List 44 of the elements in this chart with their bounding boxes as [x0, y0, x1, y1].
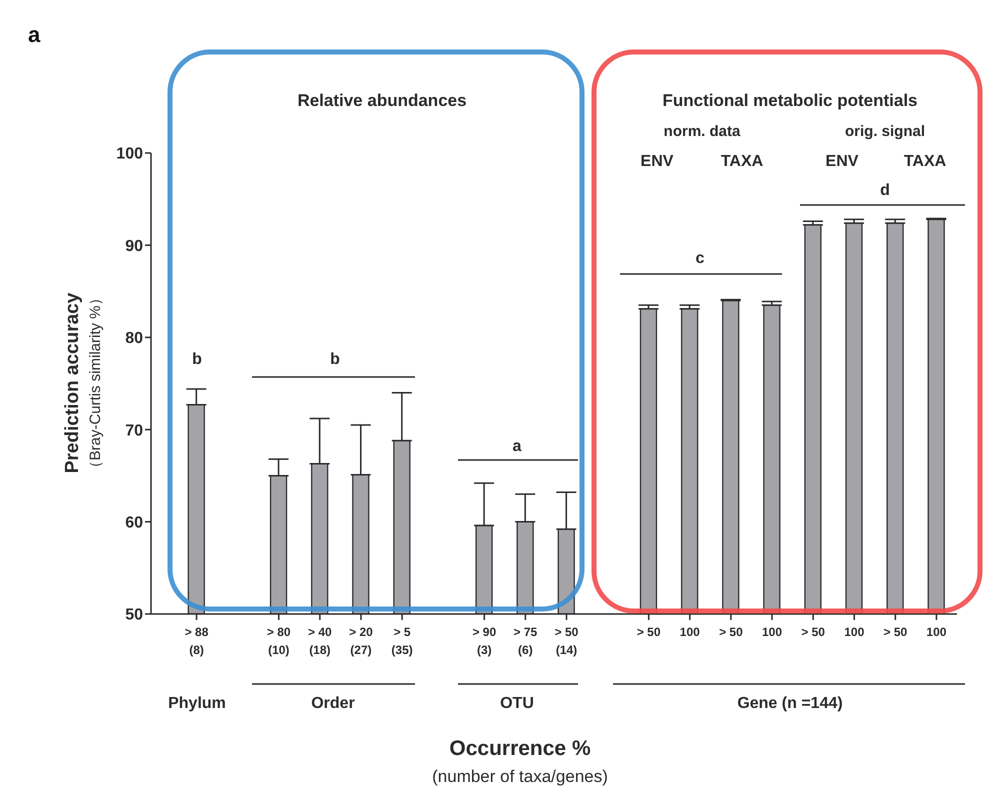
y-tick-label: 90 [125, 238, 144, 255]
annotation: TAXA [904, 153, 947, 170]
text: orig. signal [844, 123, 926, 140]
x-tick-label: 100 [926, 625, 947, 639]
x-tick-label: 100 [680, 625, 700, 639]
annotation: b [192, 351, 202, 368]
x-tick-label: > 5 (35) [391, 625, 413, 657]
y-axis-title: Prediction accuracy [62, 292, 83, 474]
annotation: d [880, 182, 890, 199]
text: Gene (n =144) [737, 695, 843, 712]
y-tick-label: 60 [125, 514, 144, 532]
chart-title: a [28, 22, 41, 47]
text: Phylum [168, 695, 226, 712]
x-tick-label: 100 [844, 625, 865, 639]
x-tick-label: > 50 [883, 625, 908, 639]
text: （Bray-Curtis similarity %） [87, 290, 104, 476]
x-axis-title: Occurrence % [449, 737, 591, 760]
x-tick-label: > 50 [801, 625, 826, 639]
x-tick-label: > 50 [636, 625, 661, 639]
x-tick-label: 100 [762, 625, 782, 639]
annotation: c [696, 250, 705, 267]
y-tick-label: 70 [125, 422, 144, 440]
annotation: ENV [640, 153, 674, 170]
annotation: a [512, 438, 522, 455]
annotation: ENV [826, 153, 859, 170]
annotation: TAXA [720, 153, 764, 170]
y-tick-label: 50 [125, 606, 144, 624]
x-tick-label: > 50 [719, 625, 744, 639]
x-tick-label: > 75 (6) [514, 625, 538, 657]
text: Relative abundances [297, 91, 467, 110]
text: OTU [500, 695, 534, 712]
x-tick-label: > 88 (8) [184, 625, 209, 657]
x-tick-label: > 80 (10) [266, 625, 291, 657]
text: Functional metabolic potentials [662, 91, 918, 110]
x-tick-label: > 20 (27) [349, 625, 374, 657]
y-tick-label: 100 [116, 146, 144, 163]
x-tick-label: > 40 (18) [308, 625, 332, 657]
text: Order [311, 695, 355, 712]
y-tick-label: 80 [125, 330, 144, 348]
x-tick-label: > 50 (14) [554, 625, 579, 657]
annotation: b [330, 351, 340, 368]
text: norm. data [664, 123, 741, 140]
text: (number of taxa/genes) [432, 767, 608, 786]
x-tick-label: > 90 (3) [472, 625, 496, 657]
